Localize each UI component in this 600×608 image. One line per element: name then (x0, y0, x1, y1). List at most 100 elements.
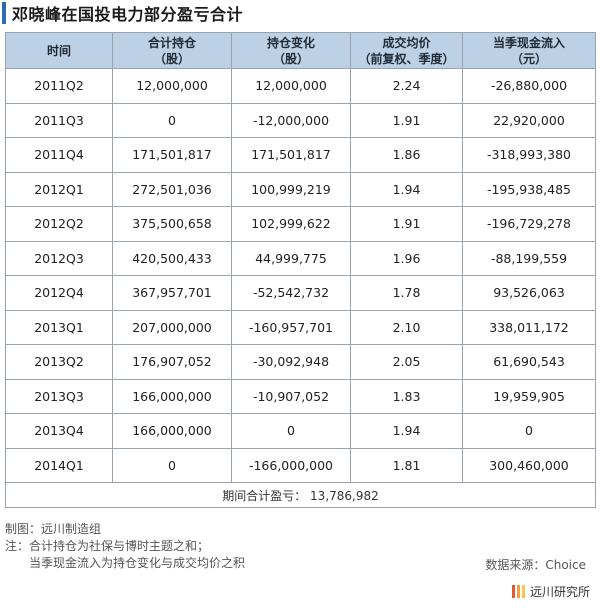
table-cell: -196,729,278 (462, 206, 596, 242)
table-cell: 0 (231, 413, 351, 449)
header-row: 时间 合计持仓 （股） 持仓变化 （股） 成交均价 （前复权、季度） 当季现金流入 （元） (5, 32, 596, 69)
table-cell: 2.10 (350, 309, 463, 345)
brand-logo-icon (511, 585, 525, 598)
table-cell: 1.86 (350, 137, 463, 173)
table-row: 2014Q1 0 -166,000,000 1.81 300,460,000 (5, 447, 596, 483)
table-row: 2012Q4 367,957,701 -52,542,732 1.78 93,526,0… (5, 275, 596, 311)
note-line-2: 当季现金流入为持仓变化与成交均价之积 (29, 556, 246, 570)
footer-row: 期间合计盈亏： 13,786,982 (5, 482, 596, 508)
notes: 制图：远川制造组 注：合计持仓为社保与博时主题之和； 当季现金流入为持仓变化与成… (5, 521, 245, 572)
table-cell: 1.78 (350, 275, 463, 311)
column-header: 时间 (5, 32, 113, 69)
table-cell: 2.24 (350, 68, 463, 104)
column-header-label: 持仓变化 (266, 35, 315, 50)
table-cell: -166,000,000 (231, 447, 351, 483)
table-cell: 2.05 (350, 344, 463, 380)
table-cell: 44,999,775 (231, 240, 351, 276)
table-cell: 2013Q3 (5, 378, 113, 414)
column-header-unit: （股） (272, 51, 309, 66)
column-header-label: 成交均价 (382, 35, 431, 50)
table-cell: 1.91 (350, 102, 463, 138)
table-row: 2013Q2 176,907,052 -30,092,948 2.05 61,690,5… (5, 344, 596, 380)
table-body: 2011Q2 12,000,000 12,000,000 2.24 -26,880,00… (5, 68, 596, 483)
table-cell: 2013Q4 (5, 413, 113, 449)
table-cell: 2013Q1 (5, 309, 113, 345)
holdings-table: 时间 合计持仓 （股） 持仓变化 （股） 成交均价 （前复权、季度） 当季现金流入 （元） 20… (5, 32, 596, 508)
table-cell: 367,957,701 (112, 275, 232, 311)
table-cell: 102,999,622 (231, 206, 351, 242)
brand: 远川研究所 (511, 583, 590, 600)
column-header: 持仓变化 （股） (231, 32, 351, 69)
table-cell: 12,000,000 (112, 68, 232, 104)
table-row: 2013Q1 207,000,000 -160,957,701 2.10 338,011… (5, 309, 596, 345)
column-header: 当季现金流入 （元） (462, 32, 596, 69)
table-cell: 61,690,543 (462, 344, 596, 380)
table-cell: 2011Q2 (5, 68, 113, 104)
column-header: 合计持仓 （股） (112, 32, 232, 69)
brand-name: 远川研究所 (529, 585, 590, 599)
table-cell: 2012Q3 (5, 240, 113, 276)
table-cell: -30,092,948 (231, 344, 351, 380)
table-cell: 2011Q4 (5, 137, 113, 173)
table-cell: -26,880,000 (462, 68, 596, 104)
table-row: 2012Q2 375,500,658 102,999,622 1.91 -196,729… (5, 206, 596, 242)
table-cell: 2012Q4 (5, 275, 113, 311)
table-cell: 0 (462, 413, 596, 449)
table-header: 时间 合计持仓 （股） 持仓变化 （股） 成交均价 （前复权、季度） 当季现金流入 （元） (5, 32, 596, 69)
table-cell: 93,526,063 (462, 275, 596, 311)
table-cell: 1.94 (350, 171, 463, 207)
table-cell: 2012Q1 (5, 171, 113, 207)
table-cell: 100,999,219 (231, 171, 351, 207)
table-cell: 1.96 (350, 240, 463, 276)
table-cell: 375,500,658 (112, 206, 232, 242)
brand-logo-bar (511, 585, 515, 598)
table-cell: 176,907,052 (112, 344, 232, 380)
table-cell: 2012Q2 (5, 206, 113, 242)
column-header: 成交均价 （前复权、季度） (350, 32, 463, 69)
table-row: 2011Q2 12,000,000 12,000,000 2.24 -26,880,00… (5, 68, 596, 104)
maker-note: 制图：远川制造组 (5, 522, 102, 536)
table-row: 2013Q3 166,000,000 -10,907,052 1.83 19,959,9… (5, 378, 596, 414)
table-cell: -12,000,000 (231, 102, 351, 138)
table-cell: -88,199,559 (462, 240, 596, 276)
table-cell: -195,938,485 (462, 171, 596, 207)
column-header-unit: （前复权、季度） (358, 51, 455, 66)
table-row: 2011Q4 171,501,817 171,501,817 1.86 -318,993… (5, 137, 596, 173)
total-pnl-cell: 期间合计盈亏： 13,786,982 (5, 482, 596, 508)
title-bar: 邓晓峰在国投电力部分盈亏合计 (0, 0, 600, 26)
table-cell: -318,993,380 (462, 137, 596, 173)
title-accent-bar (2, 2, 6, 24)
brand-logo-bar (516, 585, 520, 598)
table-cell: 420,500,433 (112, 240, 232, 276)
table-cell: 338,011,172 (462, 309, 596, 345)
table-cell: -160,957,701 (231, 309, 351, 345)
table-cell: 207,000,000 (112, 309, 232, 345)
column-header-label: 当季现金流入 (492, 35, 565, 50)
table-cell: 166,000,000 (112, 378, 232, 414)
table-cell: -52,542,732 (231, 275, 351, 311)
table-row: 2012Q3 420,500,433 44,999,775 1.96 -88,199,5… (5, 240, 596, 276)
column-header-unit: （元） (510, 51, 547, 66)
table-cell: 1.81 (350, 447, 463, 483)
column-header-unit: （股） (153, 51, 190, 66)
table-cell: 1.83 (350, 378, 463, 414)
column-header-label: 时间 (46, 43, 71, 58)
table-cell: 0 (112, 447, 232, 483)
table-cell: 166,000,000 (112, 413, 232, 449)
note-line-1: 注：合计持仓为社保与博时主题之和； (5, 539, 210, 553)
table-row: 2012Q1 272,501,036 100,999,219 1.94 -195,938… (5, 171, 596, 207)
table-row: 2013Q4 166,000,000 0 1.94 0 (5, 413, 596, 449)
table-cell: 12,000,000 (231, 68, 351, 104)
table-cell: 171,501,817 (112, 137, 232, 173)
table-cell: 2013Q2 (5, 344, 113, 380)
table-cell: 171,501,817 (231, 137, 351, 173)
table-cell: 1.91 (350, 206, 463, 242)
brand-logo-bar (521, 585, 525, 598)
table-cell: 19,959,905 (462, 378, 596, 414)
column-header-label: 合计持仓 (147, 35, 196, 50)
table-cell: 2014Q1 (5, 447, 113, 483)
page-title: 邓晓峰在国投电力部分盈亏合计 (12, 5, 244, 24)
table-cell: 22,920,000 (462, 102, 596, 138)
data-source: 数据来源：Choice (485, 558, 586, 572)
table-cell: 0 (112, 102, 232, 138)
